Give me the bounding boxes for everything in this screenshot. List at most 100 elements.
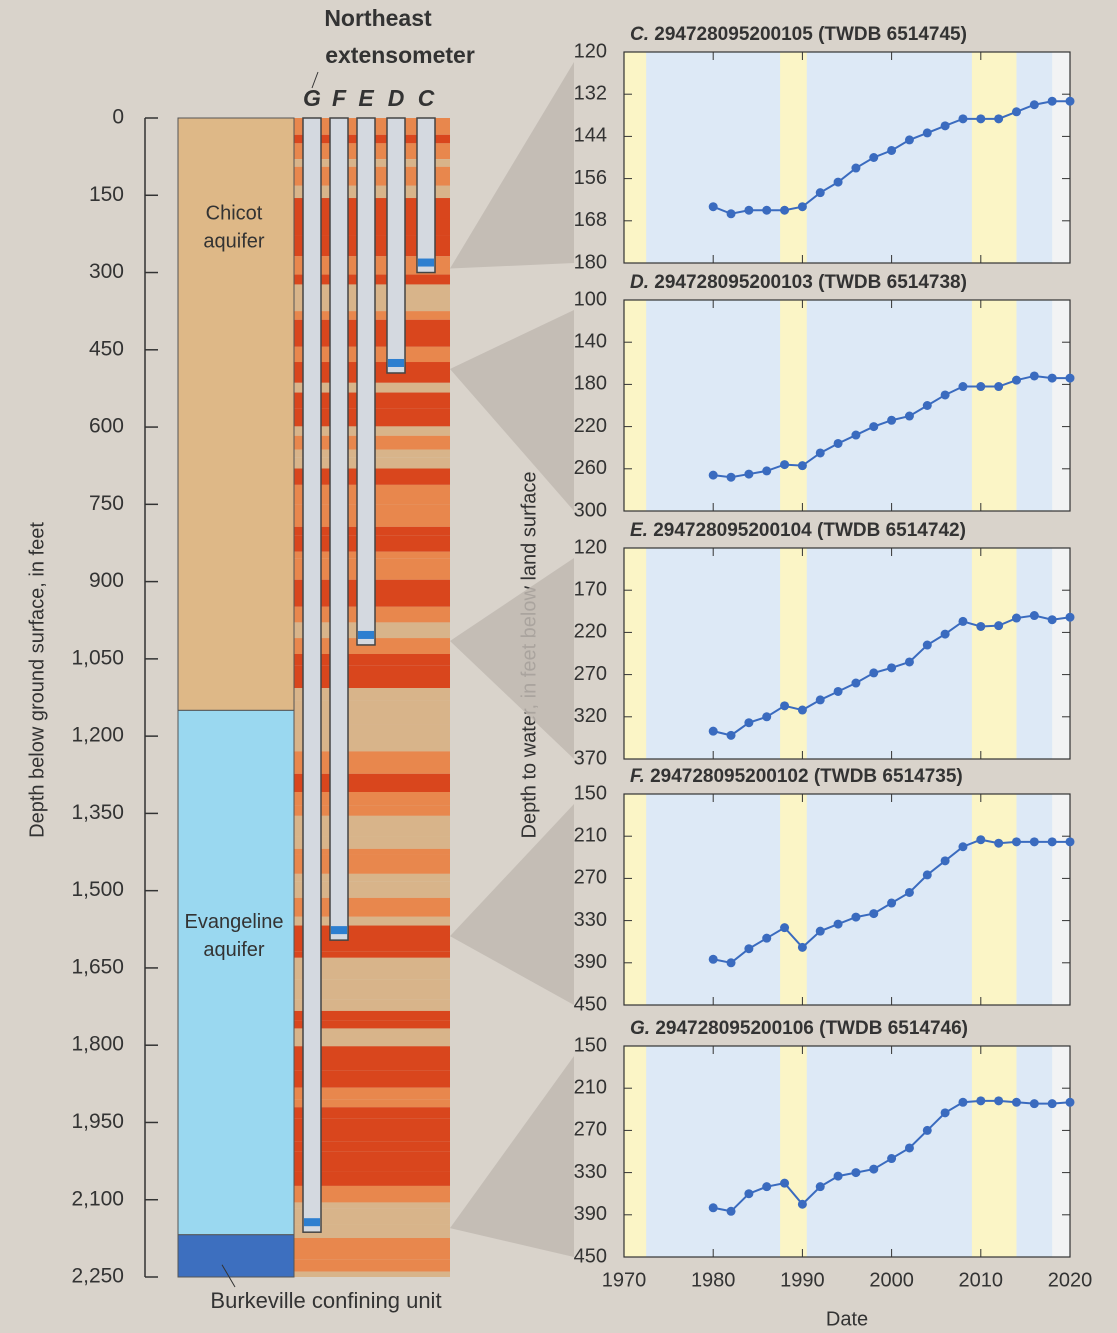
shaded-period xyxy=(780,548,807,759)
lithology-layer xyxy=(294,1271,450,1277)
shaded-period xyxy=(1052,794,1070,1005)
data-point xyxy=(958,1097,968,1107)
shaded-period xyxy=(624,548,647,759)
y-tick-label: 210 xyxy=(574,824,607,846)
plot-frame xyxy=(623,51,1071,264)
chart-title: D. 294728095200103 (TWDB 6514738) xyxy=(630,272,967,293)
shaded-period xyxy=(806,300,972,511)
data-point xyxy=(887,415,897,425)
shaded-period xyxy=(646,52,781,263)
extensometer-label: C xyxy=(418,85,435,111)
screen xyxy=(331,926,347,935)
lithology-layer xyxy=(294,1185,450,1203)
data-point xyxy=(833,919,843,929)
unit-label: Chicot xyxy=(206,202,263,224)
data-point xyxy=(762,933,772,943)
shaded-period xyxy=(971,1046,1017,1257)
y-tick-label: 390 xyxy=(574,951,607,973)
data-point xyxy=(851,1168,861,1178)
data-point xyxy=(994,621,1004,631)
lithology-layer xyxy=(294,957,450,980)
y-tick-label: 180 xyxy=(574,373,607,395)
shaded-period xyxy=(806,548,972,759)
data-point xyxy=(976,382,986,392)
lithology-layer xyxy=(294,1224,450,1238)
data-point xyxy=(940,390,950,400)
data-point xyxy=(869,422,879,432)
data-point xyxy=(922,128,932,138)
data-point xyxy=(869,668,879,678)
shaded-period xyxy=(780,52,807,263)
shaded-period xyxy=(646,548,781,759)
chart-title: E. 294728095200104 (TWDB 6514742) xyxy=(630,520,966,541)
data-point xyxy=(708,470,718,480)
x-tick-label: 1980 xyxy=(691,1269,736,1291)
plot-frame xyxy=(623,299,1071,512)
hydro-unit xyxy=(177,117,295,711)
connector xyxy=(450,558,574,759)
y-tick-label: 150 xyxy=(574,1034,607,1056)
lithology-layer xyxy=(294,1259,450,1272)
data-point xyxy=(833,438,843,448)
lithology-layer xyxy=(294,979,450,1000)
lithology-layer xyxy=(294,836,450,849)
y-tick-label: 170 xyxy=(574,578,607,600)
lithology-layer xyxy=(294,1151,450,1172)
data-point xyxy=(1029,100,1039,110)
lithology-layer xyxy=(294,1107,450,1119)
data-point xyxy=(940,121,950,131)
y-tick-label: 180 xyxy=(574,251,607,273)
y-tick-label: 1,350 xyxy=(71,801,124,824)
screen xyxy=(304,1218,320,1227)
data-point xyxy=(726,209,736,219)
chart-title-text: 294728095200102 (TWDB 6514735) xyxy=(650,766,963,787)
data-point xyxy=(780,460,790,470)
connector xyxy=(450,310,574,511)
chart-letter: D. xyxy=(630,272,649,293)
y-tick-label: 600 xyxy=(89,415,124,438)
data-point xyxy=(780,923,790,933)
y-tick-label: 150 xyxy=(89,183,124,206)
data-point xyxy=(887,145,897,155)
chart-letter: E. xyxy=(630,520,648,541)
shaded-period xyxy=(624,300,647,511)
data-point xyxy=(708,726,718,736)
data-point xyxy=(1011,1097,1021,1107)
shaded-period xyxy=(646,1046,781,1257)
y-tick-label: 220 xyxy=(574,621,607,643)
data-point xyxy=(708,202,718,212)
shaded-period xyxy=(1052,548,1070,759)
shaded-period xyxy=(780,794,807,1005)
extensometer-label: D xyxy=(388,85,405,111)
data-point xyxy=(922,401,932,410)
y-tick-label: 100 xyxy=(574,288,607,310)
y-tick-label: 168 xyxy=(574,209,607,231)
data-point xyxy=(744,469,754,479)
data-point xyxy=(976,621,986,631)
chart-title-text: 294728095200105 (TWDB 6514745) xyxy=(654,24,967,45)
data-point xyxy=(833,1171,843,1181)
data-point xyxy=(904,657,914,667)
data-point xyxy=(815,1182,825,1192)
data-point xyxy=(958,382,968,392)
data-point xyxy=(726,472,736,482)
data-point xyxy=(994,114,1004,124)
extensometer-label: G xyxy=(303,85,321,111)
chart-letter: G. xyxy=(630,1018,650,1039)
y-tick-label: 390 xyxy=(574,1203,607,1225)
data-point xyxy=(815,188,825,198)
shaded-period xyxy=(971,52,1017,263)
shaded-period xyxy=(1052,300,1070,511)
data-point xyxy=(1011,613,1021,623)
data-point xyxy=(762,205,772,215)
data-point xyxy=(869,909,879,919)
x-axis-label: Date xyxy=(826,1308,868,1330)
y-tick-label: 330 xyxy=(574,909,607,931)
extensometer-pipe xyxy=(302,117,322,1233)
data-point xyxy=(869,1164,879,1174)
data-point xyxy=(1065,837,1075,847)
data-point xyxy=(851,163,861,173)
y-tick-label: 144 xyxy=(574,125,607,147)
lithology-layer xyxy=(294,653,450,666)
data-point xyxy=(904,135,914,145)
